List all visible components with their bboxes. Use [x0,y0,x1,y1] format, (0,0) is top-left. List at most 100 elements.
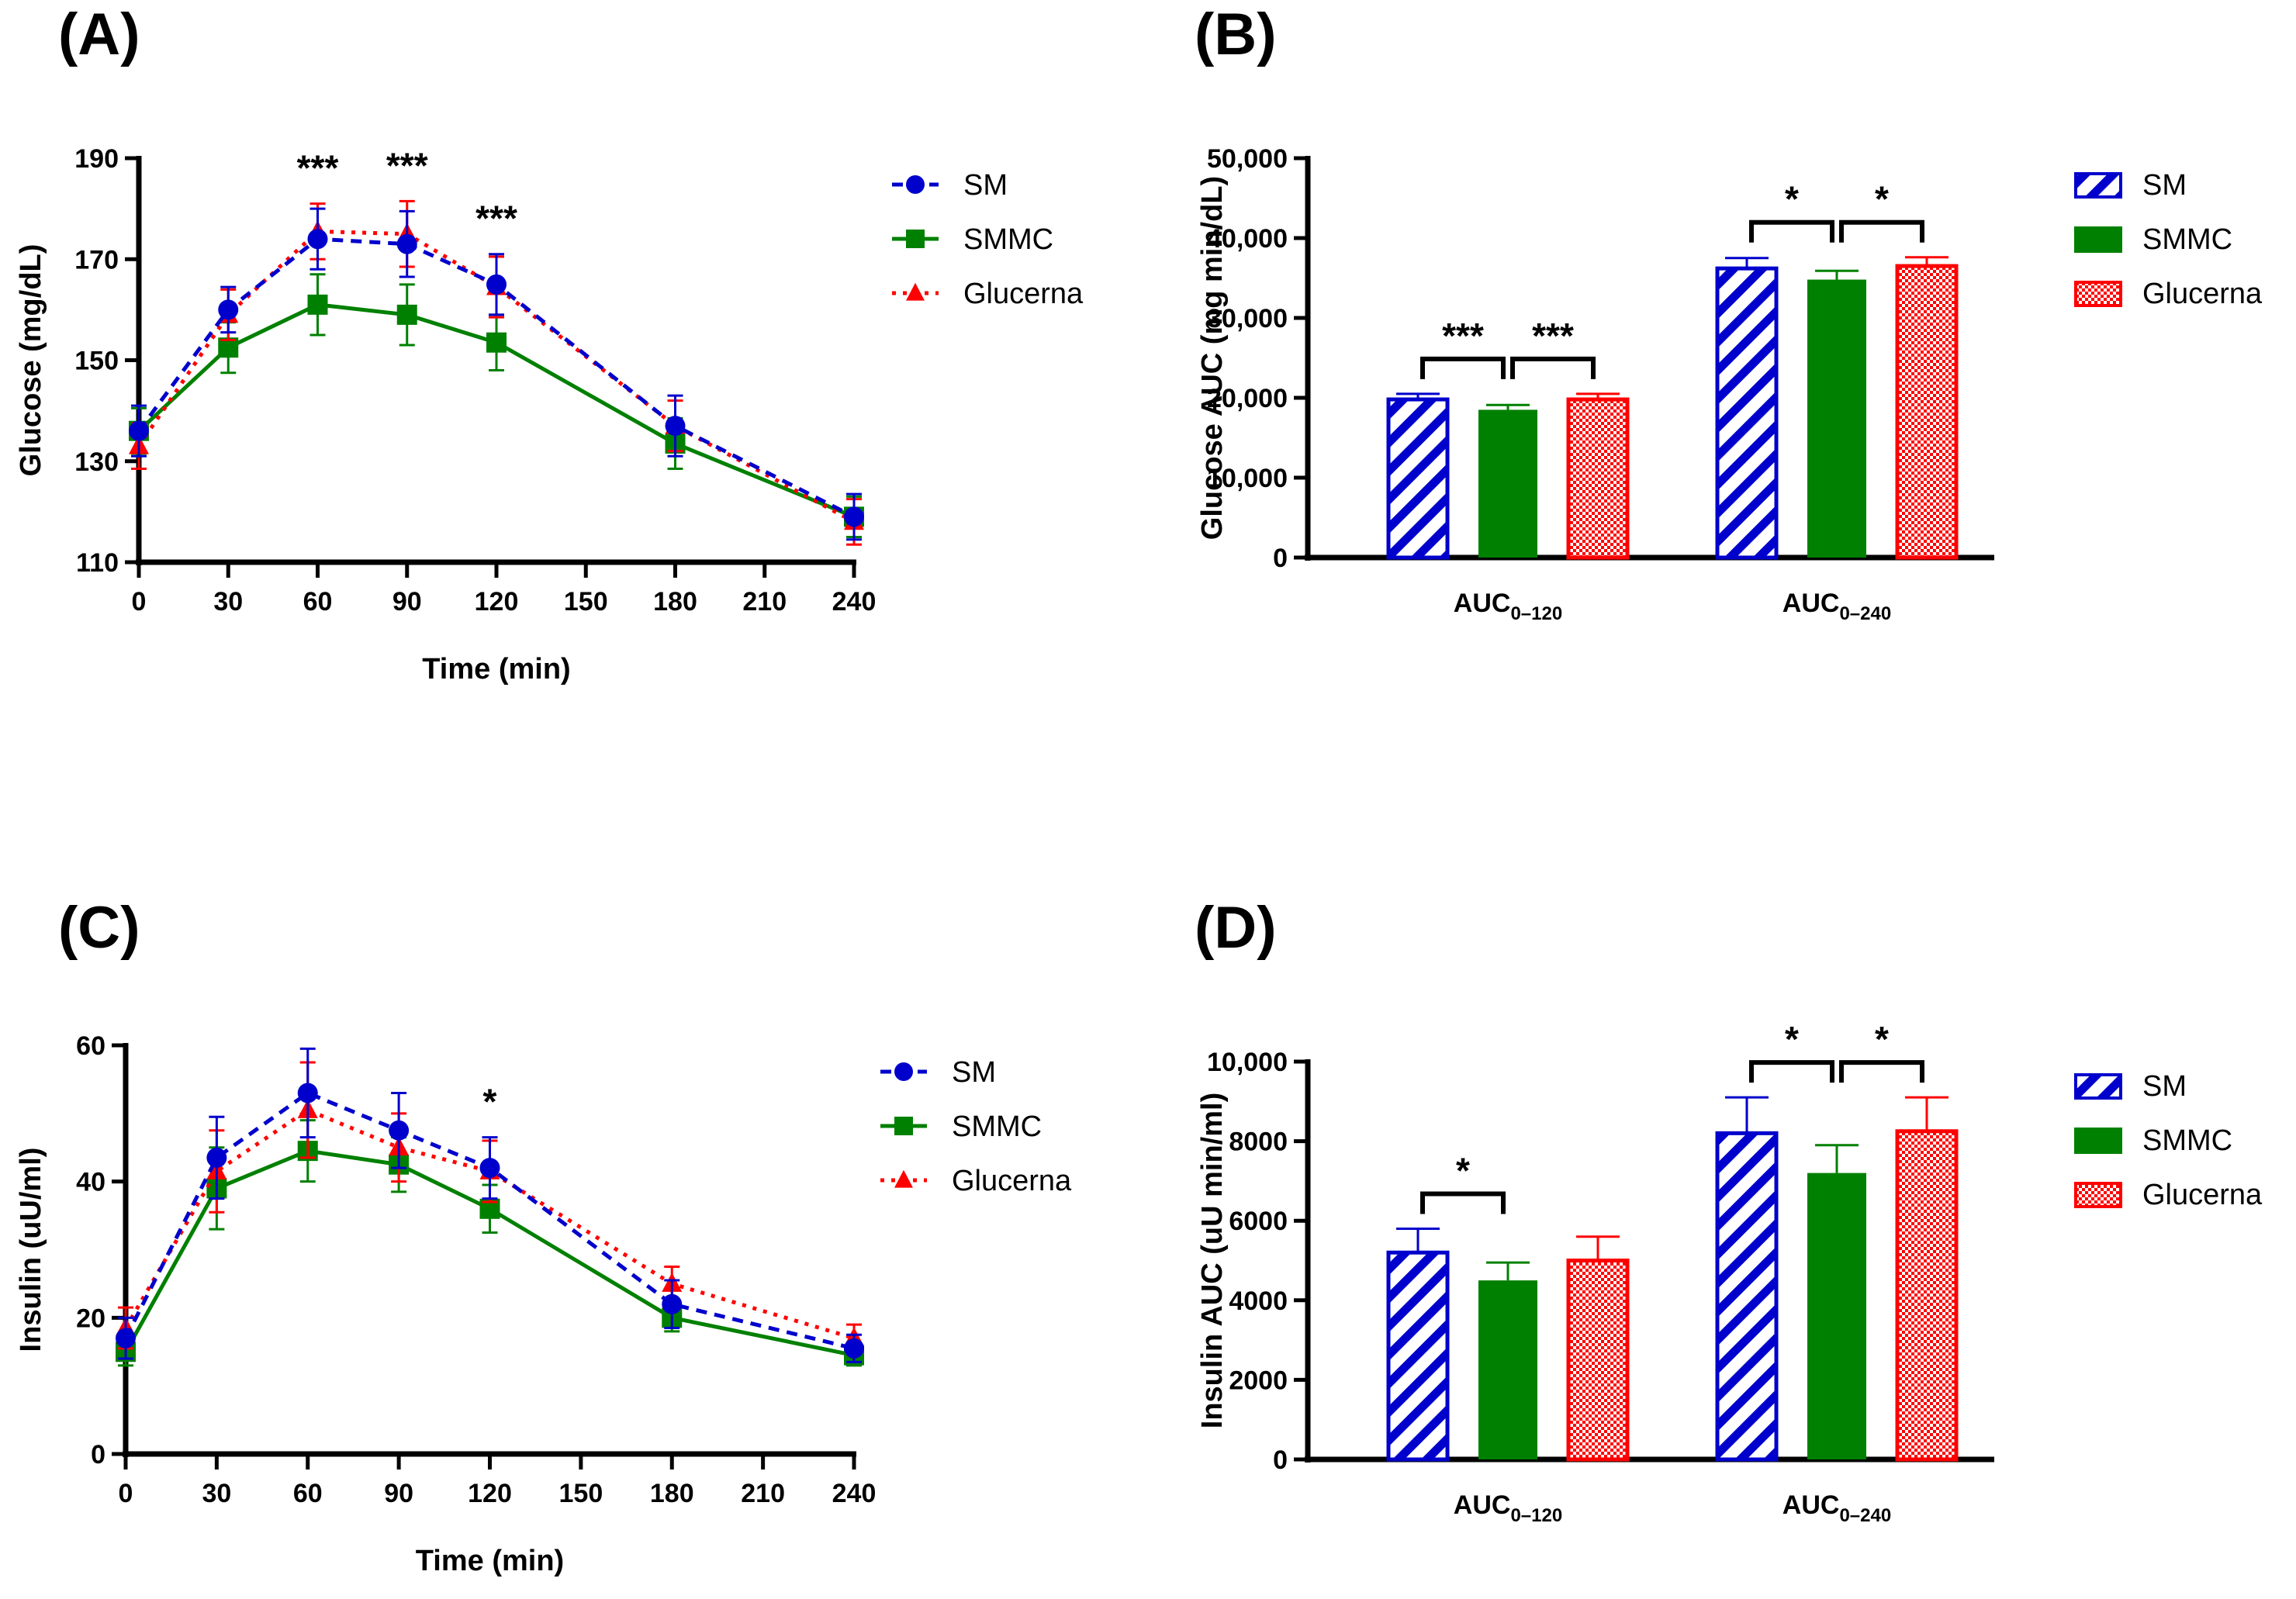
series-sm [1386,257,1779,560]
legend-label: Glucerna [952,1165,1072,1197]
legend-item-glucerna[interactable]: Glucerna [2074,278,2263,310]
legend-item-sm[interactable]: SM [892,169,1008,202]
data-point-marker-circle [396,233,417,254]
panel-label: (D) [1195,895,1277,961]
y-tick-label: 0 [91,1440,105,1469]
bar [1566,1259,1630,1462]
y-tick-label: 60 [76,1031,105,1061]
significance-marker: * [483,1082,497,1122]
legend-swatch [2074,172,2122,199]
series-sm [129,207,864,541]
data-point-marker-square [307,294,328,315]
y-tick-label: 4000 [1229,1286,1288,1316]
legend-item-smmc[interactable]: SMMC [2074,1124,2232,1157]
category-main: AUC [1454,1490,1511,1520]
y-tick-label: 0 [1273,1445,1288,1475]
y-axis-title: Insulin (uU/ml) [15,1148,47,1352]
data-point-marker-circle [129,420,149,441]
legend-swatch [2074,1128,2122,1154]
x-category-label: AUC0–240 [1783,1490,1891,1526]
significance-bracket [1749,219,1834,243]
data-point-marker-circle [297,1083,318,1103]
significance-marker: * [1785,1019,1799,1059]
x-tick-label: 30 [213,587,243,616]
data-point-marker-circle [218,299,239,320]
category-main: AUC [1783,589,1840,618]
chart-panel-c: (C) 0 20 40 60 Insulin (uU/ml) SM SMMC Glucerna 0… [15,895,1072,1577]
significance-marker: *** [297,148,339,188]
significance-marker: *** [475,199,517,239]
legend-item-glucerna[interactable]: Glucerna [880,1165,1072,1197]
y-tick-label: 110 [76,548,119,578]
significance-bracket [1420,1191,1506,1214]
legend-item-glucerna[interactable]: Glucerna [2074,1179,2263,1211]
y-tick-label: 190 [74,144,119,174]
bar [1386,397,1450,560]
panel-label: (C) [58,895,140,961]
category-subscript: 0–120 [1510,1505,1562,1526]
legend-item-smmc[interactable]: SMMC [880,1110,1042,1143]
legend-label: SM [963,169,1008,202]
bar [1895,264,1959,560]
series-sm [1386,1096,1779,1462]
data-point-marker-circle [662,1293,683,1314]
legend-label: SMMC [2142,1124,2232,1157]
significance-marker: *** [1532,316,1574,356]
legend-item-sm[interactable]: SM [2074,169,2187,202]
legend-item-sm[interactable]: SM [2074,1070,2187,1103]
significance-marker: * [1875,179,1889,219]
y-tick-label: 0 [1273,544,1288,573]
y-tick-label: 2000 [1229,1366,1288,1395]
legend-marker-circle [906,175,925,194]
series-smmc [1478,269,1866,558]
series-glucerna [1566,1096,1959,1462]
significance-bracket [1839,219,1924,243]
panel-label: (B) [1195,2,1277,67]
significance-bracket [1839,1060,1924,1083]
data-point-marker-circle [665,416,686,437]
x-tick-label: 0 [132,587,147,616]
x-tick-label: 0 [119,1479,133,1508]
legend-item-sm[interactable]: SM [880,1056,996,1089]
data-point-marker-circle [116,1328,136,1349]
error-bar [1815,269,1859,280]
legend-marker-square [894,1117,913,1135]
x-tick-label: 30 [202,1479,231,1508]
significance-bracket [1749,1060,1834,1083]
series-sm [116,1047,864,1363]
error-bar [1725,1096,1769,1134]
x-tick-label: 90 [392,587,422,616]
y-axis-title: Glucose AUC (mg min/dL) [1196,176,1229,540]
bar [1715,266,1779,560]
error-bar [1486,1261,1530,1281]
x-tick-label: 60 [303,587,333,616]
x-tick-label: 120 [475,587,519,616]
legend-item-glucerna[interactable]: Glucerna [892,278,1084,310]
category-main: AUC [1454,589,1511,618]
y-tick-label: 6000 [1229,1207,1288,1236]
bar [1895,1129,1959,1462]
y-tick-label: 30,000 [1207,304,1288,333]
data-point-marker-circle [206,1147,227,1168]
error-bar [1486,403,1530,410]
series-glucerna [1566,256,1959,560]
x-axis-title: Time (min) [422,653,570,686]
x-tick-label: 240 [832,587,877,616]
bar [1386,1250,1450,1462]
chart-panel-a: (A) 110 130 150 170 190 Glucose (mg/dL) SM SMMC G… [15,2,1084,686]
legend-item-smmc[interactable]: SMMC [892,223,1053,256]
x-category-label: AUC0–120 [1454,1490,1562,1526]
legend-label: Glucerna [2142,1179,2263,1211]
bar [1715,1131,1779,1462]
legend-swatch [2074,1182,2122,1208]
significance-bracket [1510,356,1596,379]
legend-swatch [2074,281,2122,307]
error-bar [1815,1144,1859,1173]
legend-swatch [2074,1073,2122,1100]
legend-item-smmc[interactable]: SMMC [2074,223,2232,256]
legend-label: Glucerna [963,278,1084,310]
x-tick-label: 120 [468,1479,512,1508]
data-point-marker-circle [479,1158,500,1179]
data-point-marker-circle [389,1120,410,1141]
